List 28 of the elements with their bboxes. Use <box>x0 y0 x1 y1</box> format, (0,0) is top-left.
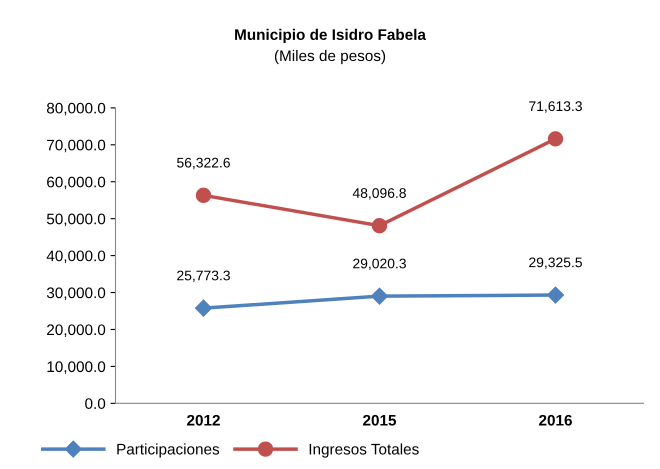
point <box>546 286 564 304</box>
legend-label: Participaciones <box>117 443 220 458</box>
y-tick-label: 0.0 <box>85 398 106 410</box>
y-tick-label: 80,000.0 <box>46 102 106 116</box>
chart-subtitle: (Miles de pesos) <box>274 50 386 64</box>
data-label: 48,096.8 <box>352 188 406 200</box>
data-label: 25,773.3 <box>177 270 230 282</box>
data-label: 56,322.6 <box>177 158 230 170</box>
x-tick-label: 2012 <box>187 414 220 426</box>
y-tick-label: 50,000.0 <box>46 214 106 226</box>
data-label: 29,325.5 <box>529 257 582 269</box>
point <box>370 288 388 305</box>
x-tick-label: 2016 <box>539 414 572 426</box>
data-label: 71,613.3 <box>529 101 582 113</box>
y-tick-label: 10,000.0 <box>47 361 106 374</box>
y-tick-label: 40,000.0 <box>46 250 106 264</box>
point <box>372 218 388 234</box>
data-label: 29,020.3 <box>353 258 406 270</box>
y-tick-label: 30,000.0 <box>46 287 106 300</box>
point <box>548 131 564 146</box>
point <box>196 188 212 203</box>
legend-label: Ingresos Totales <box>310 443 419 458</box>
y-tick-label: 60,000.0 <box>47 176 106 190</box>
x-tick-label: 2015 <box>363 414 396 426</box>
y-tick-label: 70,000.0 <box>47 140 106 152</box>
point <box>194 300 212 317</box>
chart-title: Municipio de Isidro Fabela <box>235 28 426 44</box>
y-tick-label: 20,000.0 <box>47 324 106 337</box>
